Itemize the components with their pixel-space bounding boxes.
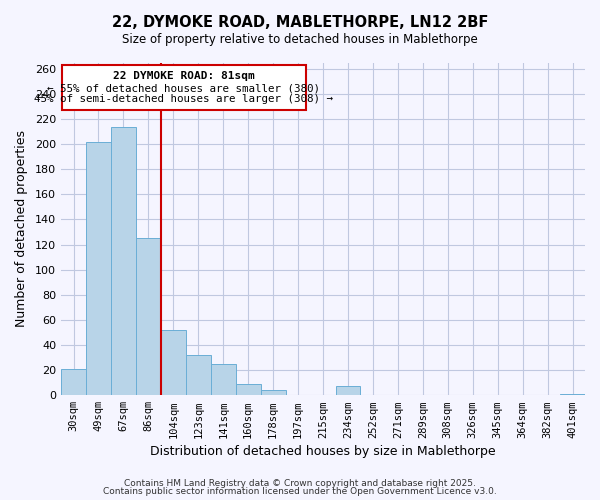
Y-axis label: Number of detached properties: Number of detached properties [15, 130, 28, 328]
Text: 22 DYMOKE ROAD: 81sqm: 22 DYMOKE ROAD: 81sqm [113, 72, 255, 82]
Bar [161, 330, 186, 395]
Text: 45% of semi-detached houses are larger (308) →: 45% of semi-detached houses are larger (… [34, 94, 334, 104]
Bar [61, 369, 86, 395]
Bar [236, 384, 260, 395]
Text: Contains public sector information licensed under the Open Government Licence v3: Contains public sector information licen… [103, 487, 497, 496]
Text: ← 55% of detached houses are smaller (380): ← 55% of detached houses are smaller (38… [47, 83, 320, 93]
Text: 22, DYMOKE ROAD, MABLETHORPE, LN12 2BF: 22, DYMOKE ROAD, MABLETHORPE, LN12 2BF [112, 15, 488, 30]
FancyBboxPatch shape [62, 65, 305, 110]
Bar [335, 386, 361, 395]
Bar [211, 364, 236, 395]
Text: Size of property relative to detached houses in Mablethorpe: Size of property relative to detached ho… [122, 32, 478, 46]
Bar [260, 390, 286, 395]
Bar [111, 126, 136, 395]
Bar [136, 238, 161, 395]
Bar [86, 142, 111, 395]
Bar [186, 355, 211, 395]
Bar [560, 394, 585, 395]
Text: Contains HM Land Registry data © Crown copyright and database right 2025.: Contains HM Land Registry data © Crown c… [124, 478, 476, 488]
X-axis label: Distribution of detached houses by size in Mablethorpe: Distribution of detached houses by size … [150, 444, 496, 458]
